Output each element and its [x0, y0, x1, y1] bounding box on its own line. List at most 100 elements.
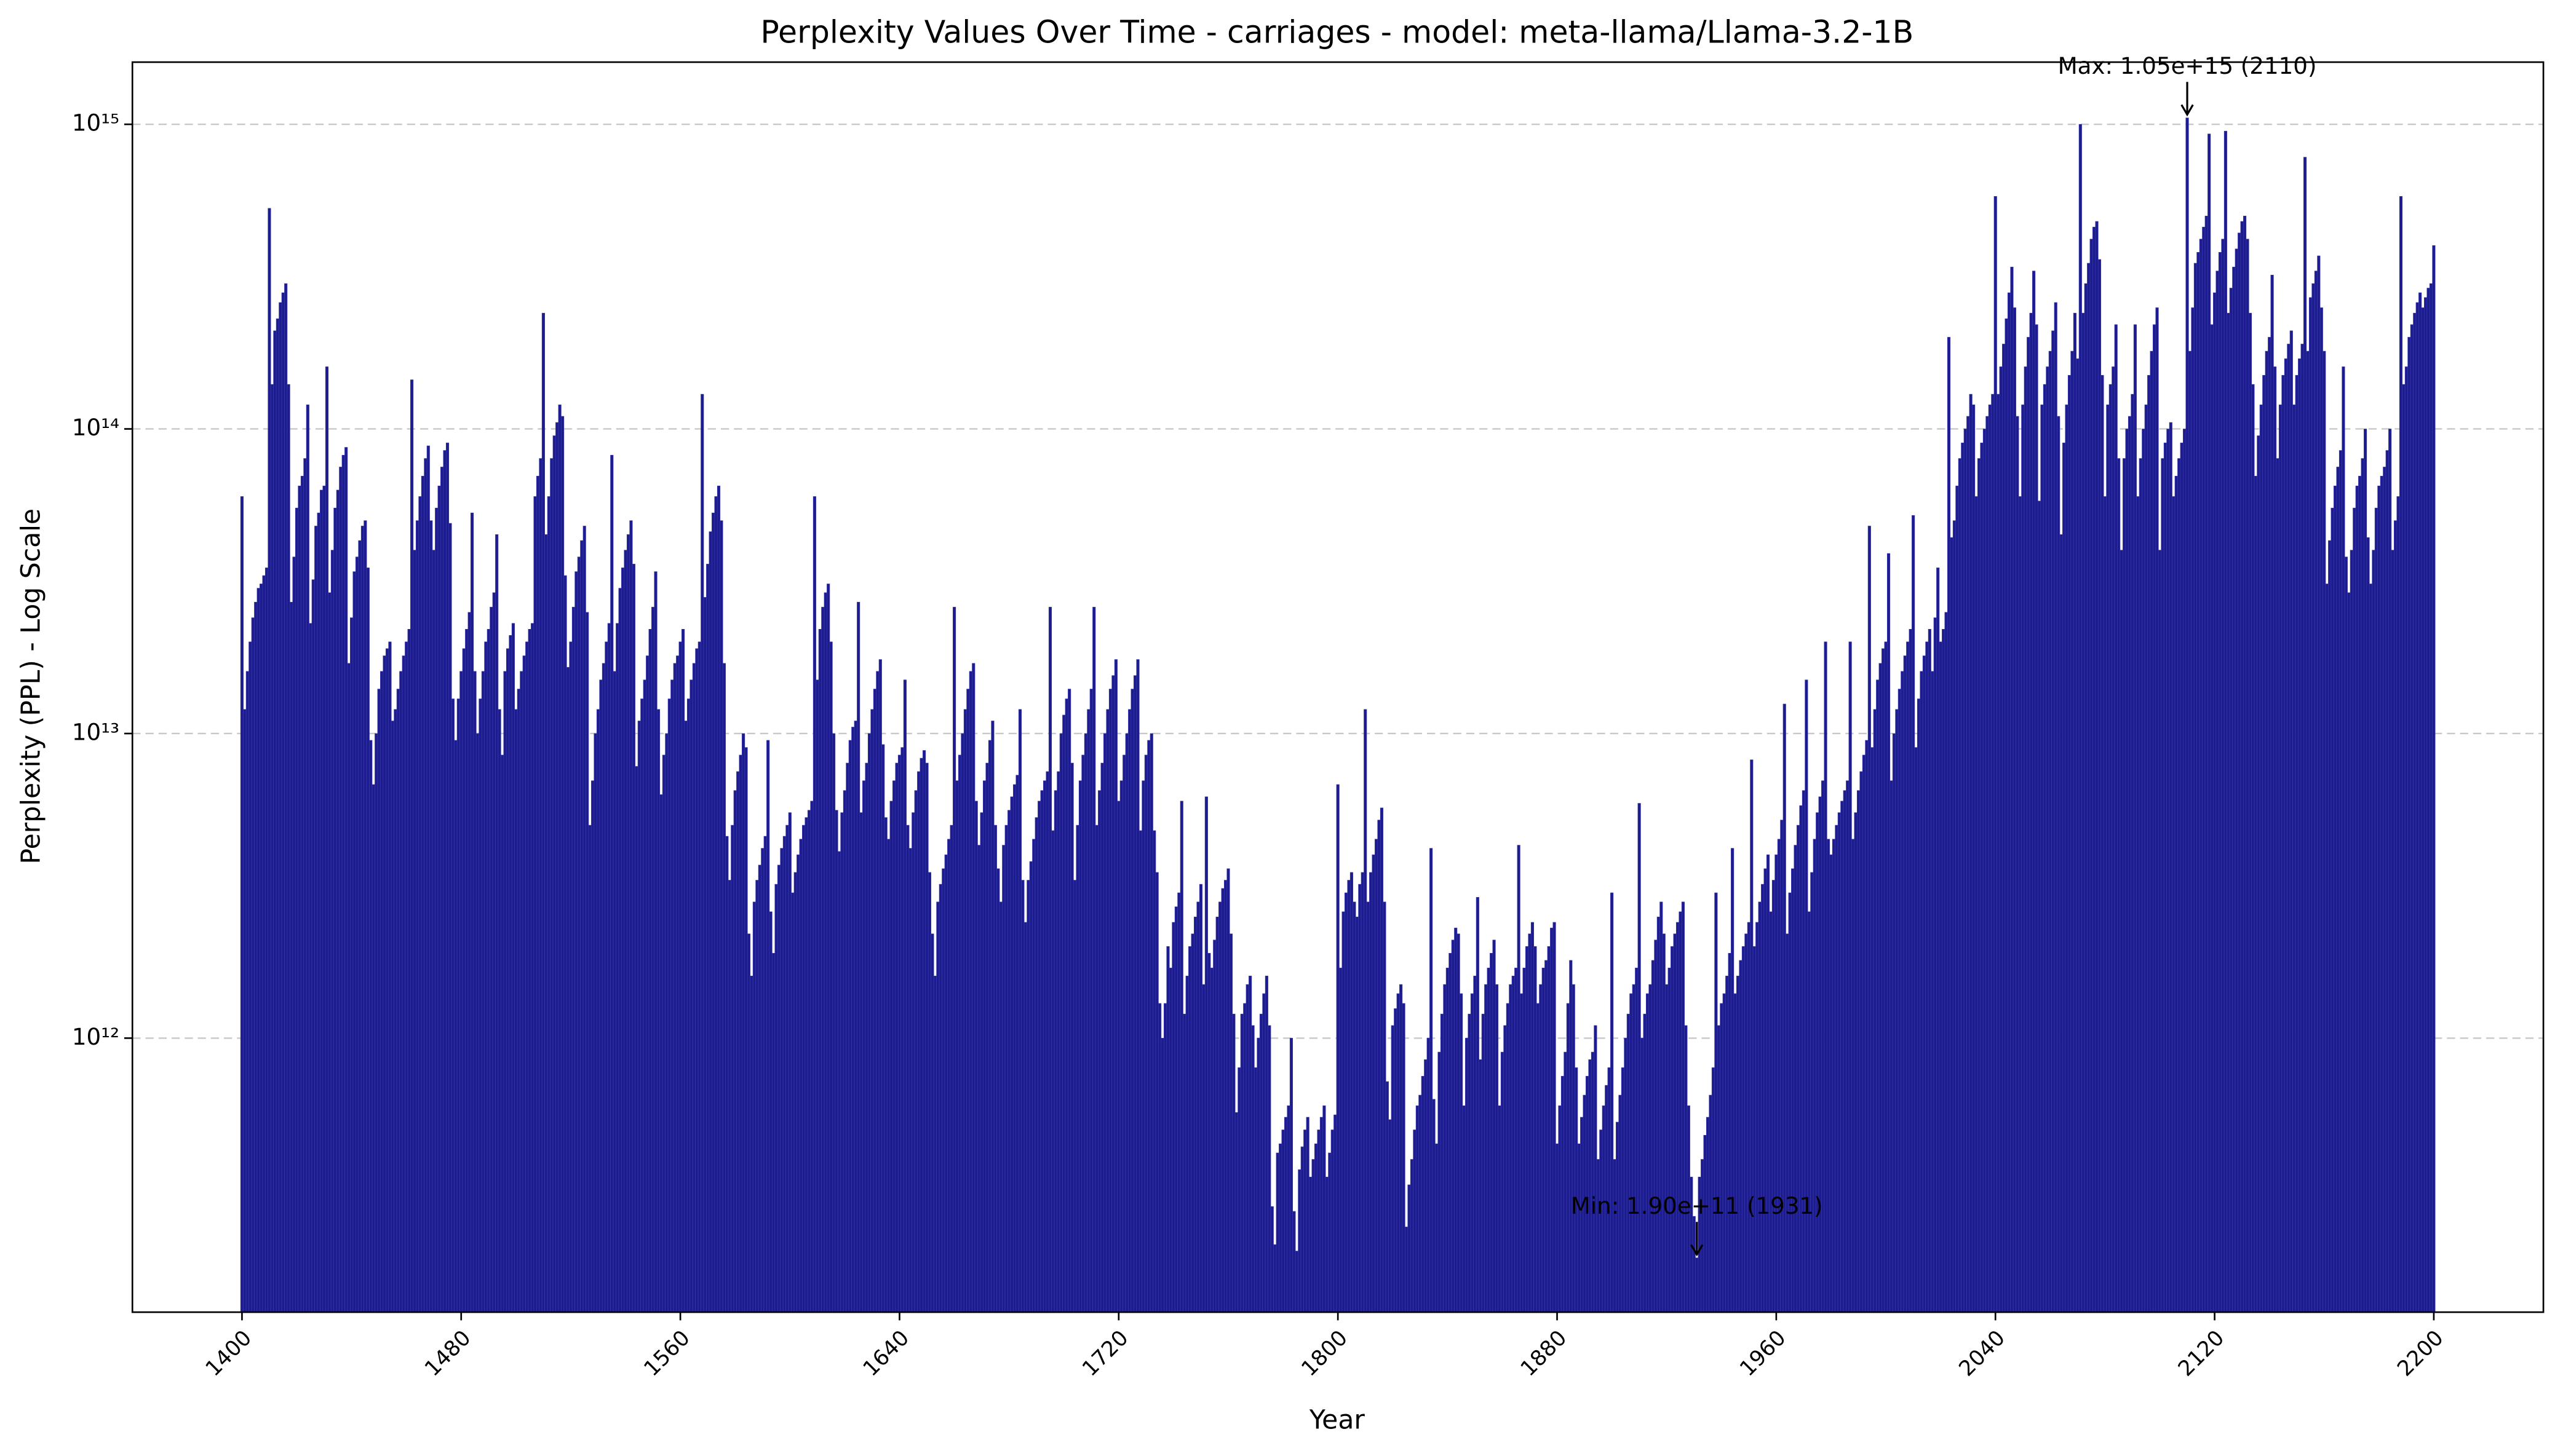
bar: [300, 475, 304, 1313]
bar: [1818, 796, 1822, 1313]
bar: [467, 612, 471, 1313]
bar: [2199, 239, 2203, 1313]
bar: [1232, 1013, 1236, 1313]
bar: [437, 485, 441, 1313]
bar: [2218, 252, 2222, 1313]
bar: [1725, 975, 1729, 1313]
bar: [1076, 825, 1079, 1313]
bar: [1522, 967, 1526, 1313]
bar: [717, 485, 721, 1313]
bar: [1656, 916, 1660, 1313]
bar: [1906, 641, 1910, 1313]
bar: [566, 667, 570, 1313]
bar: [1347, 880, 1351, 1313]
bar: [1183, 1013, 1186, 1313]
bar: [1947, 337, 1951, 1313]
bar: [2278, 405, 2283, 1313]
bar: [2415, 302, 2419, 1313]
bar: [1276, 1152, 1279, 1313]
bar: [1007, 810, 1011, 1313]
bar: [484, 641, 488, 1313]
bar: [640, 698, 644, 1313]
bar: [626, 534, 630, 1313]
bar: [2078, 124, 2082, 1313]
bar: [352, 571, 356, 1313]
bar: [2295, 375, 2299, 1313]
bar: [1966, 416, 1970, 1313]
bar: [1931, 671, 1934, 1313]
bar: [1511, 975, 1515, 1313]
bar: [1021, 880, 1025, 1313]
bar: [306, 405, 309, 1313]
y-tick-label: 10¹³: [72, 718, 119, 745]
bar: [432, 550, 435, 1313]
bar: [2248, 312, 2252, 1313]
bar: [2338, 450, 2343, 1313]
bar: [2065, 405, 2068, 1313]
bar: [501, 754, 504, 1313]
bar: [1229, 933, 1233, 1313]
bar: [577, 556, 581, 1313]
bar: [1010, 796, 1014, 1313]
bar: [2057, 416, 2060, 1313]
bar: [752, 901, 756, 1313]
bar: [1046, 771, 1049, 1313]
bar: [1394, 1008, 1397, 1313]
bar: [840, 812, 844, 1313]
bar: [2120, 550, 2123, 1313]
bar: [2172, 496, 2176, 1313]
bar: [684, 721, 688, 1313]
bar: [810, 801, 814, 1313]
bar: [2325, 584, 2329, 1313]
bar: [1824, 641, 1827, 1313]
bar: [2385, 450, 2389, 1313]
bar: [846, 762, 849, 1313]
bar: [676, 655, 680, 1313]
bar: [821, 607, 825, 1313]
bar: [421, 475, 424, 1313]
bar: [1358, 884, 1362, 1313]
bar: [525, 641, 529, 1313]
bar: [2331, 507, 2334, 1313]
bar: [613, 671, 616, 1313]
y-tick-label: 10¹²: [72, 1023, 119, 1050]
bar: [725, 836, 729, 1313]
bar: [1671, 946, 1674, 1313]
bar: [1530, 922, 1535, 1313]
bar: [2166, 429, 2170, 1313]
chart-title: Perplexity Values Over Time - carriages …: [760, 14, 1913, 50]
bar: [1364, 709, 1367, 1313]
bar: [1626, 1013, 1630, 1313]
bar: [317, 512, 320, 1313]
bar: [1909, 629, 1912, 1313]
bar: [2265, 350, 2268, 1313]
bar: [972, 663, 976, 1313]
bar: [2369, 584, 2373, 1313]
bar: [588, 825, 592, 1313]
bar: [360, 526, 364, 1313]
bar: [1886, 553, 1891, 1313]
bar: [651, 607, 655, 1313]
bar: [774, 884, 778, 1313]
bar: [1448, 952, 1452, 1313]
bar: [490, 607, 493, 1313]
bar: [1816, 812, 1819, 1313]
bar: [1681, 901, 1685, 1313]
bar: [1503, 1025, 1507, 1313]
bar: [1215, 916, 1219, 1313]
bar: [2084, 283, 2088, 1313]
bar: [2123, 458, 2126, 1313]
bar: [1333, 1114, 1337, 1313]
bar: [1944, 612, 1948, 1313]
bar: [1675, 922, 1680, 1313]
bar: [1418, 1094, 1422, 1313]
bar: [835, 810, 838, 1313]
bar: [1950, 537, 1953, 1313]
bar: [1870, 747, 1874, 1313]
bar: [1424, 1059, 1428, 1313]
bar: [2169, 422, 2172, 1313]
bar: [1771, 880, 1775, 1313]
bar: [637, 721, 641, 1313]
bar: [1218, 901, 1222, 1313]
bar: [1799, 805, 1803, 1313]
